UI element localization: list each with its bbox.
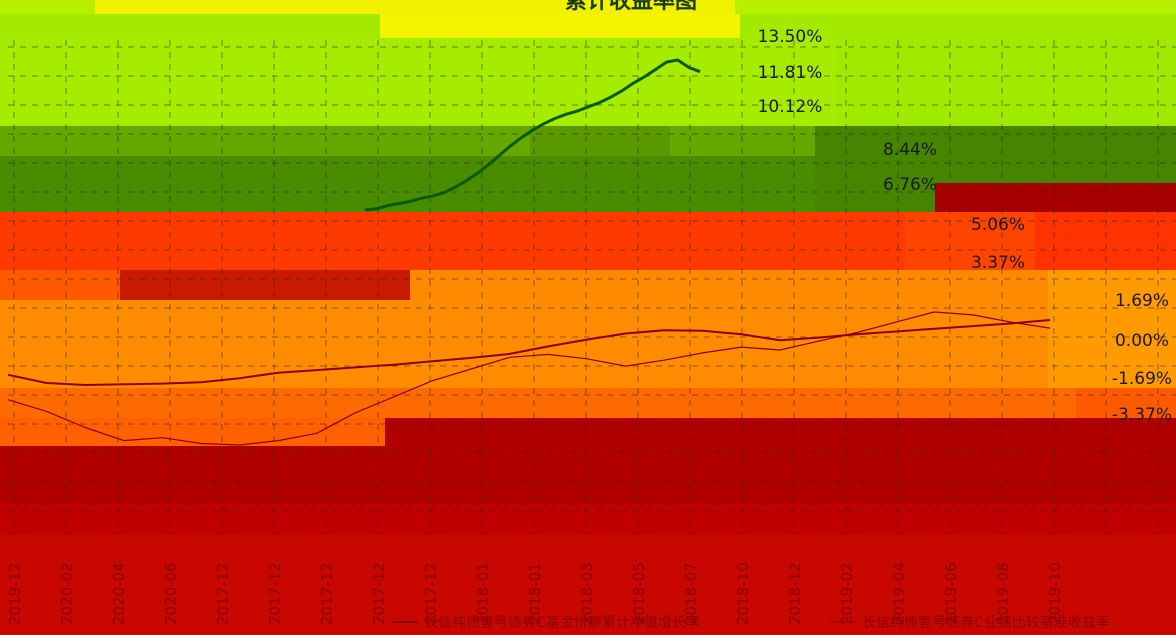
- y-tick-label: 0.00%: [1115, 331, 1169, 351]
- x-tick-label: 2018-01: [526, 562, 544, 625]
- x-tick-label: 2018-03: [578, 562, 596, 625]
- x-tick-label: 2020-06: [162, 562, 180, 625]
- y-tick-label: -3.37%: [1112, 405, 1172, 425]
- x-axis-ticks: 2019-12 2020-02 2020-04 2020-06 2017-12 2017-…: [6, 562, 1064, 625]
- y-tick-label: 6.76%: [883, 175, 937, 195]
- y-tick-label: 5.06%: [971, 215, 1025, 235]
- series-line-nav: [7, 319, 1051, 386]
- x-tick-label: 2017-12: [370, 562, 388, 625]
- x-tick-label: 2019-02: [838, 562, 856, 625]
- x-tick-label: 2018-01: [474, 562, 492, 625]
- x-tick-label: 2019-08: [994, 562, 1012, 625]
- grid-lines: [8, 40, 1176, 535]
- x-tick-label: 2019-10: [1046, 562, 1064, 625]
- y-tick-label: 8.44%: [883, 140, 937, 160]
- series-line-top: [364, 58, 701, 212]
- y-axis-ticks: 13.50% 11.81% 10.12% 8.44% 6.76% 5.06% 3.37% 1.…: [758, 27, 1172, 425]
- series-line-benchmark: [7, 311, 1051, 446]
- x-tick-label: 2018-05: [630, 562, 648, 625]
- y-tick-label: 11.81%: [758, 63, 823, 83]
- x-tick-label: 2017-12: [318, 562, 336, 625]
- y-tick-label: 3.37%: [971, 253, 1025, 273]
- x-tick-label: 2017-12: [422, 562, 440, 625]
- y-tick-label: 1.69%: [1115, 291, 1169, 311]
- y-tick-label: 10.12%: [758, 97, 823, 117]
- x-tick-label: 2020-04: [110, 562, 128, 625]
- y-tick-label: -1.69%: [1112, 369, 1172, 389]
- legend-label-benchmark: 长信纯债壹号债券C业绩比较基准收益率: [862, 614, 1110, 631]
- y-tick-label: 13.50%: [758, 27, 823, 47]
- x-tick-label: 2019-04: [890, 562, 908, 625]
- series-layer: [7, 58, 1051, 446]
- x-tick-label: 2020-02: [58, 562, 76, 625]
- legend: 长信纯债壹号债券C基金份额累计净值增长率 长信纯债壹号债券C业绩比较基准收益率: [392, 614, 1110, 631]
- x-tick-label: 2018-12: [786, 562, 804, 625]
- x-tick-label: 2019-06: [942, 562, 960, 625]
- x-tick-label: 2018-07: [682, 562, 700, 625]
- x-tick-label: 2019-12: [6, 562, 24, 625]
- legend-label-nav: 长信纯债壹号债券C基金份额累计净值增长率: [424, 614, 700, 631]
- x-tick-label: 2017-12: [214, 562, 232, 625]
- x-tick-label: 2018-10: [734, 562, 752, 625]
- chart-title: 累计收益率图: [565, 0, 697, 14]
- x-tick-label: 2017-12: [266, 562, 284, 625]
